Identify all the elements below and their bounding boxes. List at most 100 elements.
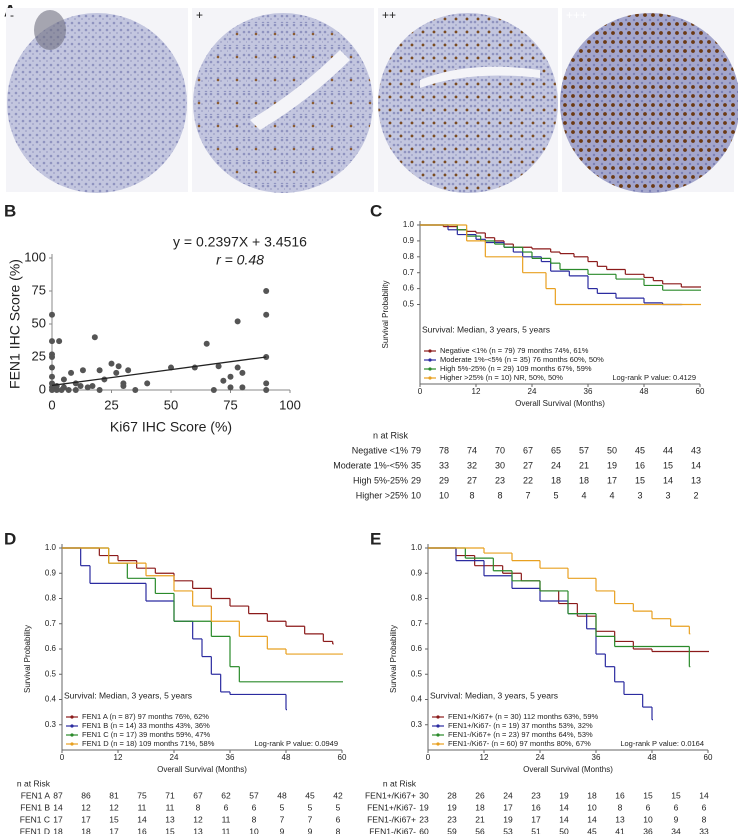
risk-count: 7	[525, 490, 530, 500]
legend-dot	[428, 376, 432, 380]
risk-count: 10	[643, 814, 653, 824]
risk-count: 8	[252, 814, 257, 824]
risk-count: 24	[551, 460, 561, 470]
y-axis-title: Survival Probability	[23, 625, 32, 693]
point	[96, 387, 103, 393]
risk-count: 12	[109, 802, 119, 812]
risk-count: 3	[665, 490, 670, 500]
log-rank: Log-rank P value: 0.0949	[254, 739, 338, 748]
tissue-core	[560, 13, 738, 193]
y-tick-label: 0.7	[411, 619, 423, 628]
point	[234, 318, 241, 325]
risk-count: 26	[475, 790, 485, 800]
risk-count: 32	[467, 460, 477, 470]
risk-count: 6	[702, 802, 707, 812]
risk-count: 14	[137, 814, 147, 824]
risk-row-label: FEN1 C	[20, 814, 50, 824]
risk-count: 16	[531, 802, 541, 812]
grade-label: +++	[566, 8, 587, 22]
risk-count: 43	[691, 445, 701, 455]
risk-count: 15	[165, 826, 175, 834]
risk-count: 18	[579, 475, 589, 485]
y-tick-label: 0.8	[45, 594, 57, 603]
point	[215, 363, 222, 370]
x-axis-title: Overall Survival (Months)	[157, 765, 247, 774]
risk-count: 6	[252, 802, 257, 812]
y-tick-label: 0.6	[411, 644, 423, 653]
risk-count: 15	[643, 790, 653, 800]
risk-count: 15	[663, 460, 673, 470]
risk-count: 9	[674, 814, 679, 824]
risk-count: 5	[336, 802, 341, 812]
y-tick-label: 100	[24, 249, 46, 264]
log-rank: Log-rank P value: 0.4129	[612, 373, 696, 382]
risk-count: 10	[411, 490, 421, 500]
panel-label: C	[370, 201, 382, 220]
y-tick-label: 0.5	[403, 300, 415, 309]
risk-count: 34	[671, 826, 681, 834]
risk-row-label: Negative <1%	[352, 445, 408, 455]
risk-count: 44	[663, 445, 673, 455]
legend-label: High 5%-25% (n = 29) 109 months 67%, 59%	[440, 364, 592, 373]
risk-count: 8	[618, 802, 623, 812]
risk-count: 27	[523, 460, 533, 470]
point	[49, 311, 55, 318]
risk-count: 6	[224, 802, 229, 812]
risk-count: 11	[222, 814, 231, 824]
legend-dot	[70, 724, 74, 728]
risk-count: 18	[587, 790, 597, 800]
point	[120, 383, 127, 390]
point	[49, 373, 55, 380]
legend-label: Negative <1% (n = 79) 79 months 74%, 61%	[440, 346, 589, 355]
risk-count: 19	[447, 802, 457, 812]
tissue-gap	[250, 50, 350, 130]
risk-count: 11	[138, 802, 147, 812]
risk-count: 8	[469, 490, 474, 500]
risk-count: 33	[699, 826, 709, 834]
risk-count: 6	[336, 814, 341, 824]
risk-count: 15	[109, 814, 119, 824]
risk-count: 51	[531, 826, 541, 834]
risk-row-label: FEN1 D	[20, 826, 50, 834]
legend-title: Survival: Median, 3 years, 5 years	[422, 324, 550, 334]
risk-count: 14	[587, 814, 597, 824]
y-tick-label: 0.7	[45, 619, 57, 628]
risk-count: 53	[503, 826, 513, 834]
point	[203, 340, 210, 347]
grade-label: +	[196, 8, 203, 22]
point	[60, 376, 67, 383]
risk-count: 23	[495, 475, 505, 485]
point	[115, 363, 122, 370]
x-tick-label: 12	[472, 387, 481, 396]
risk-count: 67	[193, 790, 203, 800]
risk-title: n at Risk	[373, 430, 409, 440]
y-axis-title: Survival Probability	[381, 280, 390, 348]
risk-count: 71	[165, 790, 175, 800]
tissue-core	[7, 13, 187, 193]
risk-count: 35	[411, 460, 421, 470]
x-tick-label: 24	[170, 753, 179, 762]
point	[227, 384, 234, 391]
risk-count: 17	[81, 814, 91, 824]
risk-count: 19	[607, 460, 617, 470]
legend-dot	[428, 349, 432, 353]
risk-count: 19	[559, 790, 569, 800]
risk-count: 14	[691, 460, 701, 470]
risk-row-label: High 5%-25%	[353, 475, 408, 485]
risk-count: 27	[467, 475, 477, 485]
point	[227, 373, 234, 380]
risk-row-label: FEN1+/Ki67+	[365, 790, 416, 800]
point	[65, 387, 72, 393]
risk-count: 13	[691, 475, 701, 485]
risk-count: 23	[447, 814, 457, 824]
risk-count: 81	[109, 790, 119, 800]
point	[239, 369, 246, 376]
legend-dot	[70, 742, 74, 746]
point	[234, 364, 241, 371]
y-tick-label: 0	[39, 381, 46, 396]
panel-label: B	[4, 201, 16, 220]
y-tick-label: 1.0	[45, 543, 57, 552]
x-tick-label: 0	[426, 753, 431, 762]
point	[84, 384, 91, 391]
